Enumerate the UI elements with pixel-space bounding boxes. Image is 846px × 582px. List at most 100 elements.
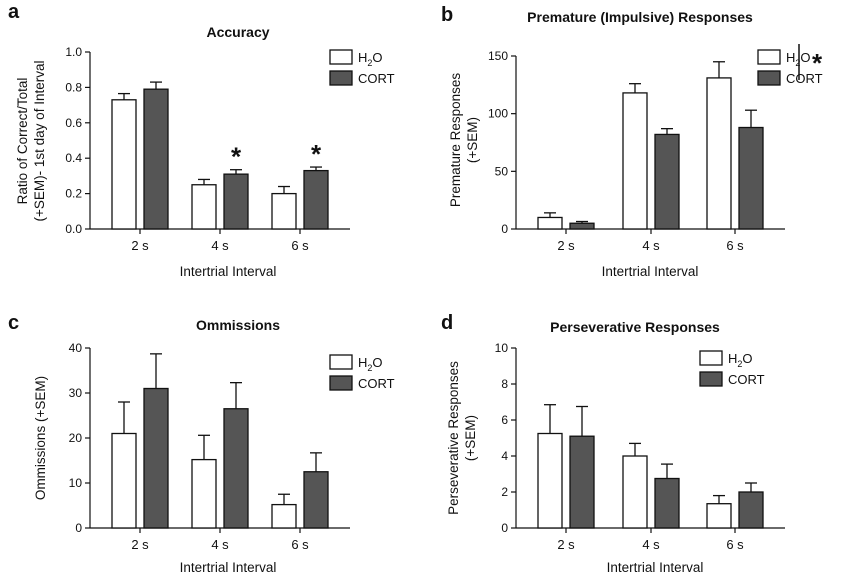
y-axis-label: (+SEM) [463, 415, 478, 461]
y-axis-label: Premature Responses [448, 73, 463, 208]
x-tick-label: 2 s [131, 537, 149, 552]
bar [271, 503, 297, 529]
bar [271, 192, 297, 230]
bar [654, 477, 680, 529]
bar [143, 387, 169, 529]
bar [738, 491, 764, 529]
x-axis-label: Intertrial Interval [180, 560, 277, 575]
legend-label: CORT [786, 71, 823, 86]
panel-letter: d [441, 312, 453, 334]
y-tick-label: 10 [69, 476, 83, 490]
legend-swatch [757, 49, 781, 65]
y-tick-label: 30 [69, 386, 83, 400]
bar [537, 432, 563, 529]
panel-letter: b [441, 4, 453, 26]
x-axis-label: Intertrial Interval [180, 264, 277, 279]
y-tick-label: 50 [495, 164, 509, 178]
bar [111, 99, 137, 230]
y-axis-label: Ommissions (+SEM) [33, 376, 48, 500]
bar [537, 216, 563, 230]
bar [191, 458, 217, 529]
y-tick-label: 4 [501, 449, 508, 463]
legend-swatch [329, 49, 353, 65]
legend-label: H2O [358, 355, 383, 373]
legend-label: H2O [358, 50, 383, 68]
y-tick-label: 0.8 [65, 80, 82, 94]
x-tick-label: 4 s [642, 537, 660, 552]
significance-mark: * [231, 142, 242, 172]
y-tick-label: 0.2 [65, 187, 82, 201]
legend-label: CORT [358, 71, 395, 86]
x-axis-label: Intertrial Interval [602, 264, 699, 279]
y-tick-label: 100 [488, 107, 508, 121]
bar [191, 184, 217, 230]
legend-label: CORT [728, 372, 765, 387]
bar [622, 92, 648, 230]
y-axis-label: Perseverative Responses [446, 361, 461, 515]
x-tick-label: 4 s [642, 238, 660, 253]
legend-swatch [699, 350, 723, 366]
panel-c: c Ommissions 0 10 20 30 40 2 s 4 s 6 s Intertrial … [8, 312, 395, 575]
panel-letter: a [8, 1, 20, 23]
y-tick-label: 8 [501, 377, 508, 391]
y-axis-label: (+SEM)- 1st day of Interval [32, 61, 47, 222]
chart-title: Ommissions [196, 317, 280, 333]
bar [706, 503, 732, 529]
y-tick-label: 0 [501, 222, 508, 236]
legend-label: H2O [786, 50, 811, 68]
x-tick-label: 2 s [557, 537, 575, 552]
x-tick-label: 2 s [131, 238, 149, 253]
legend-swatch [757, 70, 781, 86]
panel-d: d Perseverative Responses 0 2 4 6 8 10 2 s 4 s 6 s… [441, 312, 785, 575]
x-axis-label: Intertrial Interval [607, 560, 704, 575]
panel-a: a Accuracy 0.0 0.2 0.4 0.6 0.8 1.0 2 s 4 s 6 s * * In… [8, 1, 395, 279]
y-tick-label: 6 [501, 413, 508, 427]
x-tick-label: 4 s [211, 537, 229, 552]
bar [622, 455, 648, 529]
panel-letter: c [8, 312, 19, 334]
bar [738, 126, 764, 230]
bar [303, 471, 329, 529]
significance-mark: * [311, 139, 322, 169]
chart-title: Accuracy [206, 24, 269, 40]
chart-title: Perseverative Responses [550, 319, 720, 335]
bar [223, 408, 249, 529]
y-tick-label: 40 [69, 341, 83, 355]
y-tick-label: 0.6 [65, 116, 82, 130]
y-tick-label: 10 [495, 341, 509, 355]
legend-label: H2O [728, 351, 753, 369]
x-tick-label: 6 s [291, 537, 309, 552]
y-tick-label: 0 [501, 521, 508, 535]
bar [143, 88, 169, 230]
y-tick-label: 2 [501, 485, 508, 499]
y-tick-label: 0.0 [65, 222, 82, 236]
legend-swatch [329, 354, 353, 370]
x-tick-label: 4 s [211, 238, 229, 253]
bar [654, 133, 680, 230]
x-tick-label: 6 s [726, 238, 744, 253]
y-tick-label: 0 [75, 521, 82, 535]
bar [223, 173, 249, 230]
y-axis-label: Ratio of Correct/Total [15, 78, 30, 205]
y-tick-label: 0.4 [65, 151, 82, 165]
legend-swatch [329, 70, 353, 86]
y-tick-label: 150 [488, 49, 508, 63]
bar [111, 432, 137, 529]
bar [706, 77, 732, 230]
legend-label: CORT [358, 376, 395, 391]
x-tick-label: 2 s [557, 238, 575, 253]
x-tick-label: 6 s [726, 537, 744, 552]
panel-b: b Premature (Impulsive) Responses 0 50 100 15… [441, 4, 823, 279]
x-tick-label: 6 s [291, 238, 309, 253]
chart-title: Premature (Impulsive) Responses [527, 9, 753, 25]
legend-significance-mark: * [812, 48, 823, 78]
y-tick-label: 1.0 [65, 45, 82, 59]
legend-swatch [699, 371, 723, 387]
bar [569, 222, 595, 230]
y-tick-label: 20 [69, 431, 83, 445]
legend-swatch [329, 375, 353, 391]
bar [569, 435, 595, 529]
y-axis-label: (+SEM) [465, 117, 480, 163]
bar [303, 169, 329, 230]
